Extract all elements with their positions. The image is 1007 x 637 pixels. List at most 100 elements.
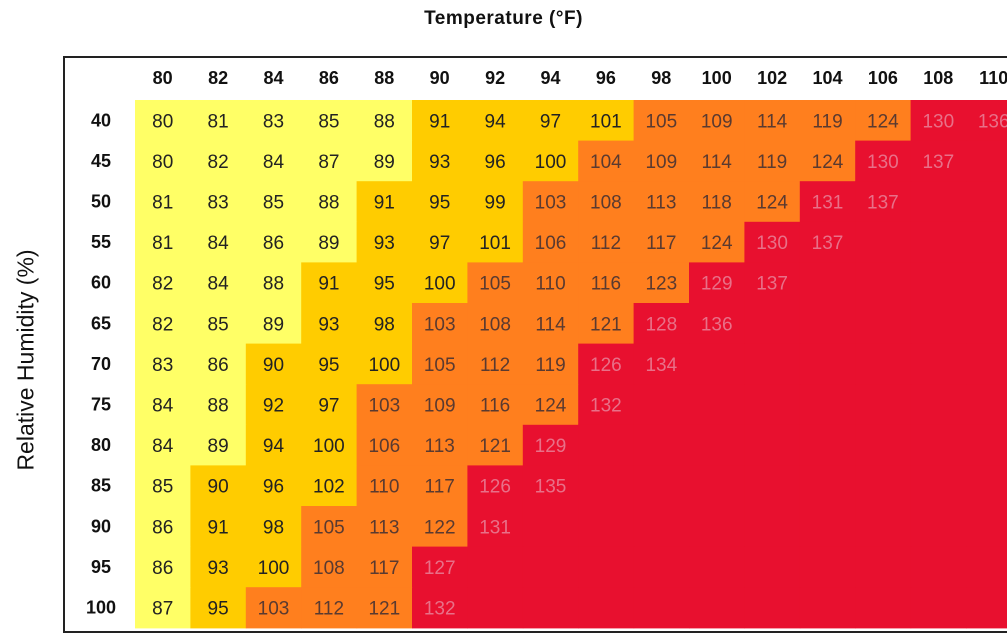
- heat-cell-value: 113: [369, 517, 399, 538]
- heat-cell: [910, 506, 967, 548]
- heat-cell: [966, 384, 1007, 426]
- heat-cell: [744, 100, 801, 142]
- y-tick-label: 70: [91, 354, 111, 374]
- y-tick-label: 55: [91, 232, 111, 252]
- heat-cell: [245, 140, 302, 182]
- heat-cell: [356, 262, 413, 304]
- heat-cell: [467, 100, 524, 142]
- heat-cell: [633, 506, 690, 548]
- heat-cell: [689, 140, 745, 182]
- x-tick-label: 106: [868, 68, 898, 88]
- heat-cell-value: 121: [479, 436, 511, 457]
- heat-cell: [301, 181, 358, 223]
- heat-cell: [245, 587, 302, 629]
- heat-cell-value: 108: [590, 193, 622, 214]
- heat-cell: [578, 506, 635, 548]
- heat-cell-value: 135: [535, 477, 567, 498]
- heat-cell: [633, 343, 690, 385]
- heat-cell: [633, 465, 690, 507]
- heat-cell-value: 81: [208, 111, 229, 132]
- heat-cell: [356, 303, 413, 345]
- heat-cell: [689, 262, 745, 304]
- x-tick-label: 108: [923, 68, 953, 88]
- heat-cell: [467, 424, 524, 466]
- heat-cell-value: 119: [535, 355, 565, 376]
- heat-cell: [301, 100, 358, 142]
- heat-cell-value: 117: [369, 558, 399, 579]
- heat-cell-value: 100: [313, 436, 345, 457]
- heat-cell-value: 89: [318, 233, 339, 254]
- heat-cell-value: 136: [978, 111, 1007, 132]
- heat-cell: [689, 221, 745, 263]
- heat-cell: [910, 100, 967, 142]
- heat-cell: [855, 181, 912, 223]
- heat-cell: [578, 343, 635, 385]
- heat-cell-value: 113: [646, 193, 676, 214]
- heat-cell-value: 88: [263, 274, 284, 295]
- heat-cell: [578, 262, 635, 304]
- heat-cell-value: 105: [313, 517, 345, 538]
- heat-cell: [190, 587, 247, 629]
- heat-cell: [467, 343, 524, 385]
- heat-cell: [744, 343, 801, 385]
- heat-cell: [578, 303, 635, 345]
- heat-cell: [467, 181, 524, 223]
- heat-cell: [356, 100, 413, 142]
- heat-cell-value: 100: [424, 274, 456, 295]
- heat-cell-value: 137: [812, 233, 844, 254]
- heat-cell-value: 84: [152, 436, 174, 457]
- heat-cell: [135, 181, 191, 223]
- heat-cell-value: 113: [425, 436, 455, 457]
- y-tick-label: 65: [91, 313, 111, 333]
- heat-cell-value: 87: [152, 599, 173, 620]
- heat-cell: [301, 221, 358, 263]
- heat-cell: [689, 506, 745, 548]
- heat-cell-value: 88: [374, 111, 395, 132]
- heat-cell-value: 95: [208, 599, 229, 620]
- heat-cell: [855, 384, 912, 426]
- heat-cell: [356, 546, 413, 588]
- heat-cell: [910, 262, 967, 304]
- heat-cell-value: 89: [208, 436, 229, 457]
- heat-cell-value: 137: [867, 193, 899, 214]
- heat-cell-value: 93: [208, 558, 229, 579]
- heat-cell-value: 112: [480, 355, 510, 376]
- heat-cell-value: 114: [702, 152, 733, 173]
- heat-cell-value: 123: [645, 274, 677, 295]
- x-tick-label: 104: [812, 68, 842, 88]
- heat-cell-value: 91: [318, 274, 339, 295]
- heat-cell: [855, 587, 912, 629]
- heat-cell-value: 89: [374, 152, 395, 173]
- heat-cell-value: 84: [263, 152, 285, 173]
- x-tick-label: 98: [651, 68, 671, 88]
- heat-cell-value: 124: [535, 396, 567, 417]
- heat-cell: [744, 465, 801, 507]
- heat-cell: [633, 546, 690, 588]
- heat-cell-value: 124: [701, 233, 733, 254]
- heat-cell: [522, 262, 579, 304]
- heat-cell-value: 126: [590, 355, 622, 376]
- heat-cell-value: 109: [424, 396, 456, 417]
- heat-cell-value: 82: [152, 314, 173, 335]
- heat-cell: [744, 262, 801, 304]
- heat-cell-value: 87: [318, 152, 339, 173]
- heat-cell: [467, 303, 524, 345]
- y-tick-label: 40: [91, 110, 111, 130]
- y-tick-label: 75: [91, 395, 111, 415]
- heat-cell: [633, 140, 690, 182]
- heat-cell: [522, 343, 579, 385]
- heat-cell: [356, 140, 413, 182]
- heat-cell-value: 93: [429, 152, 450, 173]
- heat-cell: [245, 546, 302, 588]
- heat-cell: [578, 587, 635, 629]
- heat-cell: [356, 587, 413, 629]
- heat-cell: [578, 181, 635, 223]
- heat-cell-value: 86: [208, 355, 229, 376]
- heat-cell-value: 112: [591, 233, 621, 254]
- heat-cell: [966, 221, 1007, 263]
- heat-cell: [135, 424, 191, 466]
- y-axis-label: Relative Humidity (%): [12, 249, 39, 471]
- y-tick-label: 50: [91, 192, 111, 212]
- heat-cell: [412, 343, 468, 385]
- heat-cell-value: 124: [756, 193, 788, 214]
